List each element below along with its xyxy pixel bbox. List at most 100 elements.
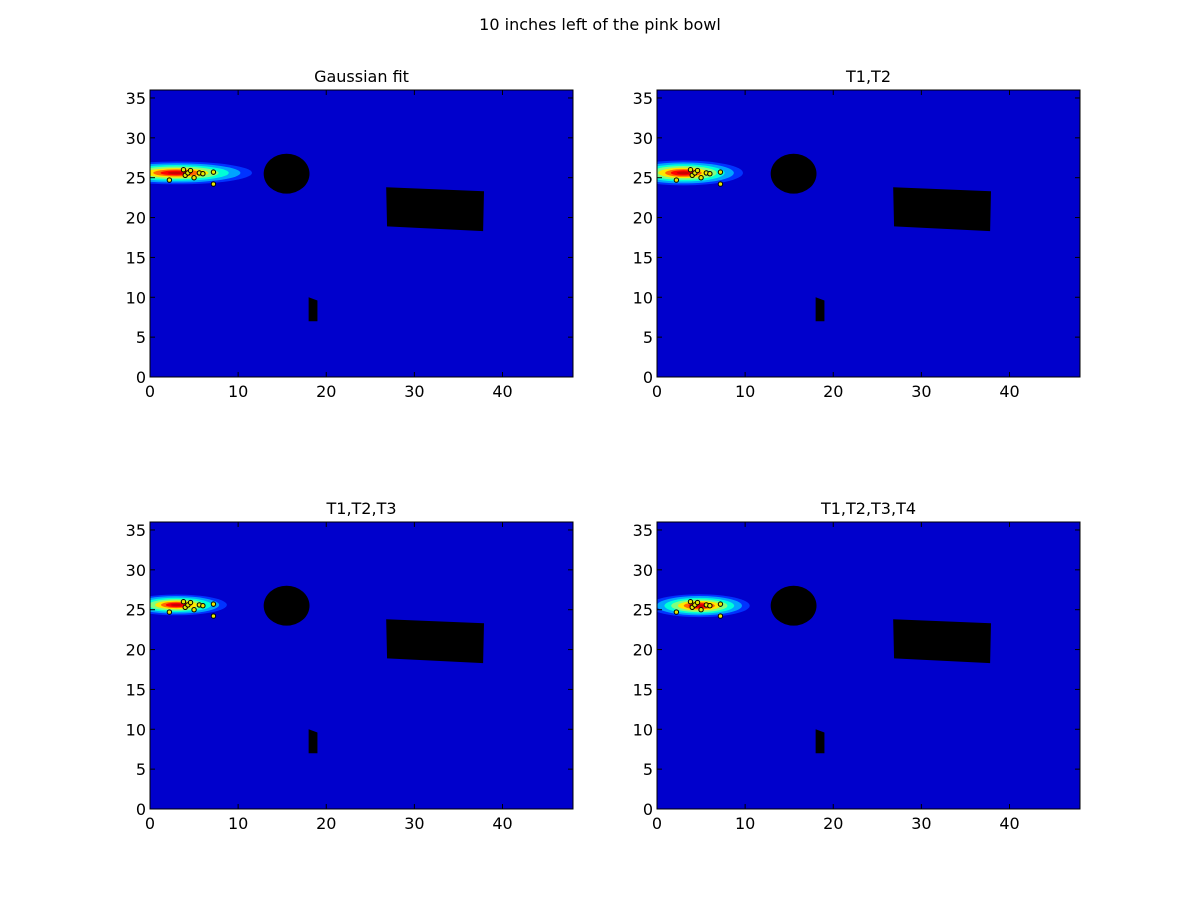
y-tick-label: 15 (633, 680, 653, 699)
sample-point (717, 181, 724, 187)
y-tick-label: 20 (126, 641, 146, 660)
sample-point (166, 177, 173, 183)
sample-point (687, 599, 694, 605)
heatmap-background (150, 522, 573, 809)
y-tick-label: 35 (126, 89, 146, 108)
heatmap-background (657, 90, 1080, 377)
sample-point (673, 177, 680, 183)
obstacle-bowl (770, 153, 817, 194)
x-tick-label: 20 (823, 382, 843, 401)
plot-area (657, 585, 991, 754)
x-tick-label: 40 (492, 382, 512, 401)
sample-point (717, 601, 724, 607)
obstacle-box (386, 187, 484, 232)
sample-point (673, 609, 680, 615)
obstacle-small (815, 729, 825, 754)
y-tick-label: 10 (126, 720, 146, 739)
obstacle-small (308, 729, 318, 754)
x-tick-label: 30 (911, 382, 931, 401)
x-tick-label: 0 (652, 814, 662, 833)
y-tick-label: 20 (633, 209, 653, 228)
density-contour (170, 603, 183, 607)
x-tick-label: 20 (316, 382, 336, 401)
y-tick-label: 10 (633, 720, 653, 739)
y-tick-label: 25 (633, 601, 653, 620)
sample-point (717, 613, 724, 619)
sample-point (200, 603, 206, 609)
sample-point (187, 599, 194, 606)
obstacle-bowl (263, 585, 310, 626)
subplot-2: 0 10 20 30 40 0 5 10 15 20 25 30 35 T1,T2 (633, 67, 1081, 401)
sample-point (210, 181, 217, 187)
x-tick-label: 10 (735, 382, 755, 401)
subplot-3: 0 10 20 30 40 0 5 10 15 20 25 30 35 T1,T2,T3 (126, 499, 574, 833)
subplot-title: T1,T2,T3 (325, 499, 396, 518)
sample-point (687, 167, 694, 173)
y-tick-label: 15 (126, 680, 146, 699)
axes-frame (149, 89, 574, 378)
plot-area (150, 585, 484, 754)
sample-point (717, 169, 724, 175)
x-tick-label: 10 (228, 814, 248, 833)
heatmap-background (150, 90, 573, 377)
obstacle-bowl (770, 585, 817, 626)
x-tick-label: 20 (823, 814, 843, 833)
y-tick-label: 35 (633, 521, 653, 540)
subplot-title: T1,T2 (845, 67, 891, 86)
sample-point (707, 171, 713, 177)
sample-point (694, 599, 701, 606)
x-tick-label: 20 (316, 814, 336, 833)
y-tick-label: 5 (136, 760, 146, 779)
y-tick-label: 0 (643, 800, 653, 819)
y-tick-label: 5 (643, 760, 653, 779)
sample-point (210, 601, 217, 607)
y-tick-label: 0 (136, 368, 146, 387)
sample-point (166, 609, 173, 615)
obstacle-box (386, 619, 484, 664)
sample-point (191, 606, 197, 613)
x-tick-label: 0 (652, 382, 662, 401)
sample-point (180, 599, 187, 605)
x-tick-label: 30 (911, 814, 931, 833)
x-tick-label: 40 (492, 814, 512, 833)
x-tick-label: 40 (999, 814, 1019, 833)
x-tick-label: 30 (404, 382, 424, 401)
y-tick-label: 20 (633, 641, 653, 660)
sample-point (210, 613, 217, 619)
y-tick-label: 30 (633, 129, 653, 148)
y-tick-label: 25 (126, 169, 146, 188)
sample-point (191, 174, 197, 181)
y-tick-label: 35 (633, 89, 653, 108)
axes-frame (656, 89, 1081, 378)
y-tick-label: 25 (126, 601, 146, 620)
x-tick-label: 10 (228, 382, 248, 401)
axes-frame (149, 521, 574, 810)
axes-frame (656, 521, 1081, 810)
sample-point (210, 169, 217, 175)
y-tick-label: 0 (643, 368, 653, 387)
figure-suptitle: 10 inches left of the pink bowl (479, 15, 721, 34)
subplot-title: Gaussian fit (314, 67, 409, 86)
x-tick-label: 10 (735, 814, 755, 833)
y-tick-label: 30 (126, 561, 146, 580)
y-tick-label: 10 (633, 288, 653, 307)
subplot-4: 0 10 20 30 40 0 5 10 15 20 25 30 35 T1,T2,T3,T4 (633, 499, 1081, 833)
obstacle-small (815, 297, 825, 322)
sample-point (698, 174, 704, 181)
y-tick-label: 15 (633, 248, 653, 267)
sample-point (180, 167, 187, 173)
y-tick-label: 35 (126, 521, 146, 540)
y-tick-label: 5 (136, 328, 146, 347)
density-contour (167, 171, 186, 175)
density-contour (676, 171, 691, 175)
sample-point (707, 603, 713, 609)
y-tick-label: 25 (633, 169, 653, 188)
y-tick-label: 5 (643, 328, 653, 347)
y-tick-label: 20 (126, 209, 146, 228)
y-tick-label: 30 (633, 561, 653, 580)
y-tick-label: 15 (126, 248, 146, 267)
subplot-title: T1,T2,T3,T4 (820, 499, 916, 518)
obstacle-small (308, 297, 318, 322)
y-tick-label: 10 (126, 288, 146, 307)
